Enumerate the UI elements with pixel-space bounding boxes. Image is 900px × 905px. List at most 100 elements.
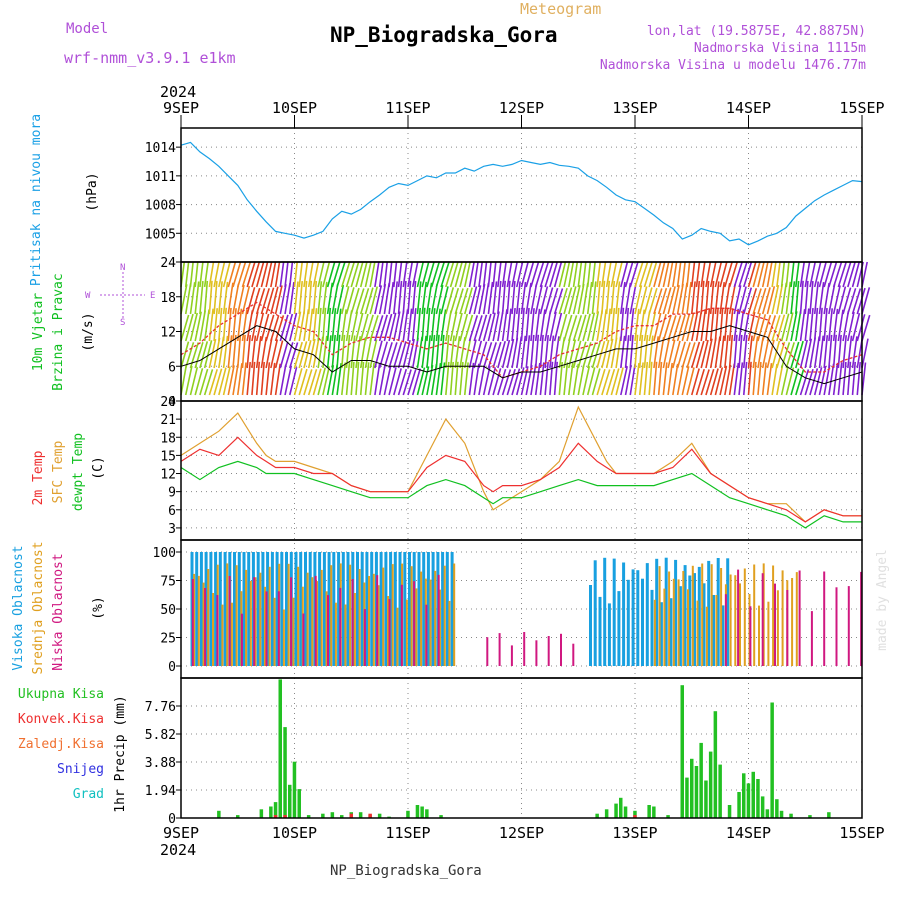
wind-arrow bbox=[421, 307, 426, 342]
wind-arrow bbox=[620, 335, 626, 369]
wind-arrow bbox=[355, 312, 364, 342]
cloud-bar bbox=[767, 601, 770, 666]
cloud-bar bbox=[353, 593, 356, 666]
wind-arrow bbox=[265, 261, 273, 288]
wind-arrow bbox=[393, 341, 403, 369]
wind-arrow bbox=[340, 309, 347, 342]
wind-arrow bbox=[236, 284, 245, 315]
cloud-bar bbox=[413, 581, 416, 666]
wind-arrow bbox=[577, 364, 585, 396]
cloud-bar bbox=[240, 613, 243, 666]
wind-arrow bbox=[260, 336, 268, 369]
wind-arrow bbox=[274, 285, 283, 315]
cloud-bar bbox=[334, 602, 337, 666]
wind-arrow bbox=[274, 363, 281, 396]
wind-arrow bbox=[776, 261, 781, 288]
cloud-bar bbox=[422, 552, 426, 666]
wind-arrow bbox=[657, 261, 666, 288]
wind-arrow bbox=[553, 312, 563, 342]
wind-arrow bbox=[667, 362, 673, 396]
wind-arrow bbox=[700, 261, 706, 288]
cloud-bar bbox=[235, 565, 238, 666]
wind-arrow bbox=[232, 308, 237, 342]
wind-arrow bbox=[506, 338, 515, 369]
wind-arrow bbox=[383, 313, 393, 342]
wind-arrow bbox=[199, 341, 209, 369]
precip-bar-total bbox=[273, 802, 278, 818]
bottom-day-label: 10SEP bbox=[272, 824, 317, 842]
wind-arrow bbox=[709, 308, 715, 342]
cloud-bar bbox=[349, 564, 352, 666]
wind-arrow bbox=[445, 287, 455, 315]
y-tick-label: 25 bbox=[160, 632, 176, 647]
wind-arrow bbox=[752, 288, 762, 315]
wind-arrow bbox=[246, 362, 251, 396]
pressure-side-label: Pritisak na nivou mora bbox=[29, 114, 44, 286]
wind-arrow bbox=[487, 367, 497, 396]
wind-arrow bbox=[227, 282, 234, 315]
wind-arrow bbox=[180, 314, 190, 342]
wind-arrow bbox=[795, 309, 802, 342]
cloud-bar bbox=[693, 573, 696, 666]
y-tick-label: 100 bbox=[153, 546, 176, 561]
wind-arrow bbox=[813, 281, 819, 315]
wind-arrow bbox=[686, 312, 695, 342]
wind-arrow bbox=[383, 342, 393, 369]
precip-bar-total bbox=[746, 783, 751, 818]
precip-bar-total bbox=[760, 796, 765, 818]
precip-panel: 7.76 5.82 3.88 1.94 0 1hr Precip (mm) Ukupna… bbox=[18, 679, 831, 827]
wind-arrow bbox=[463, 314, 474, 342]
wind-arrow bbox=[634, 308, 640, 342]
wind-arrow bbox=[218, 261, 226, 288]
y-tick-label: 6 bbox=[168, 360, 176, 375]
cloud-bar bbox=[253, 577, 256, 666]
cloud-bar bbox=[776, 590, 779, 666]
cloud-bar bbox=[254, 577, 257, 666]
cloud-bar bbox=[299, 552, 303, 666]
wind-arrow bbox=[236, 261, 247, 288]
cloud-bar bbox=[237, 552, 241, 666]
wind-arrow bbox=[568, 315, 578, 342]
wind-arrow bbox=[340, 362, 347, 396]
wind-arrow bbox=[662, 314, 672, 342]
wind-arrow bbox=[421, 281, 427, 315]
cloud-bar bbox=[325, 591, 328, 666]
panel-frame-precip bbox=[180, 677, 863, 819]
wind-arrow bbox=[232, 261, 242, 288]
wind-arrow bbox=[222, 307, 227, 342]
wind-arrow bbox=[473, 340, 483, 369]
wind-direction-arrows bbox=[180, 261, 871, 396]
cloud-bar bbox=[377, 585, 380, 666]
wind-arrow bbox=[440, 261, 450, 288]
cloud-bar bbox=[664, 557, 668, 666]
cloud-bar bbox=[344, 604, 347, 666]
wind-arrow bbox=[331, 261, 341, 288]
wind-unit: (m/s) bbox=[81, 312, 96, 351]
precip-bar-convective bbox=[368, 813, 372, 818]
wind-arrow bbox=[303, 340, 312, 369]
wind-arrow bbox=[317, 367, 326, 396]
wind-arrow bbox=[766, 339, 775, 369]
wind-arrow bbox=[345, 310, 353, 342]
cloud-bar bbox=[337, 552, 341, 666]
wind-arrow bbox=[861, 261, 868, 288]
wind-arrow bbox=[393, 281, 398, 315]
wind-arrow bbox=[364, 338, 372, 369]
wind-arrow bbox=[757, 314, 767, 342]
wind-arrow bbox=[421, 261, 430, 288]
wind-arrow bbox=[690, 311, 699, 342]
wind-arrow bbox=[558, 337, 566, 369]
wind-arrow bbox=[506, 280, 511, 315]
y-tick-label: 24 bbox=[160, 395, 176, 410]
wind-arrow bbox=[482, 261, 488, 288]
wind-arrow bbox=[586, 367, 596, 396]
precip-bar-total bbox=[306, 815, 311, 818]
wind-arrow bbox=[582, 342, 592, 369]
wind-arrow bbox=[813, 307, 819, 342]
y-tick-label: 0 bbox=[168, 812, 176, 827]
wind-arrow bbox=[596, 261, 601, 288]
wind-arrow bbox=[218, 336, 225, 369]
wind-arrow bbox=[515, 307, 521, 342]
y-tick-label: 1005 bbox=[145, 227, 176, 242]
wind-arrow bbox=[615, 307, 620, 342]
